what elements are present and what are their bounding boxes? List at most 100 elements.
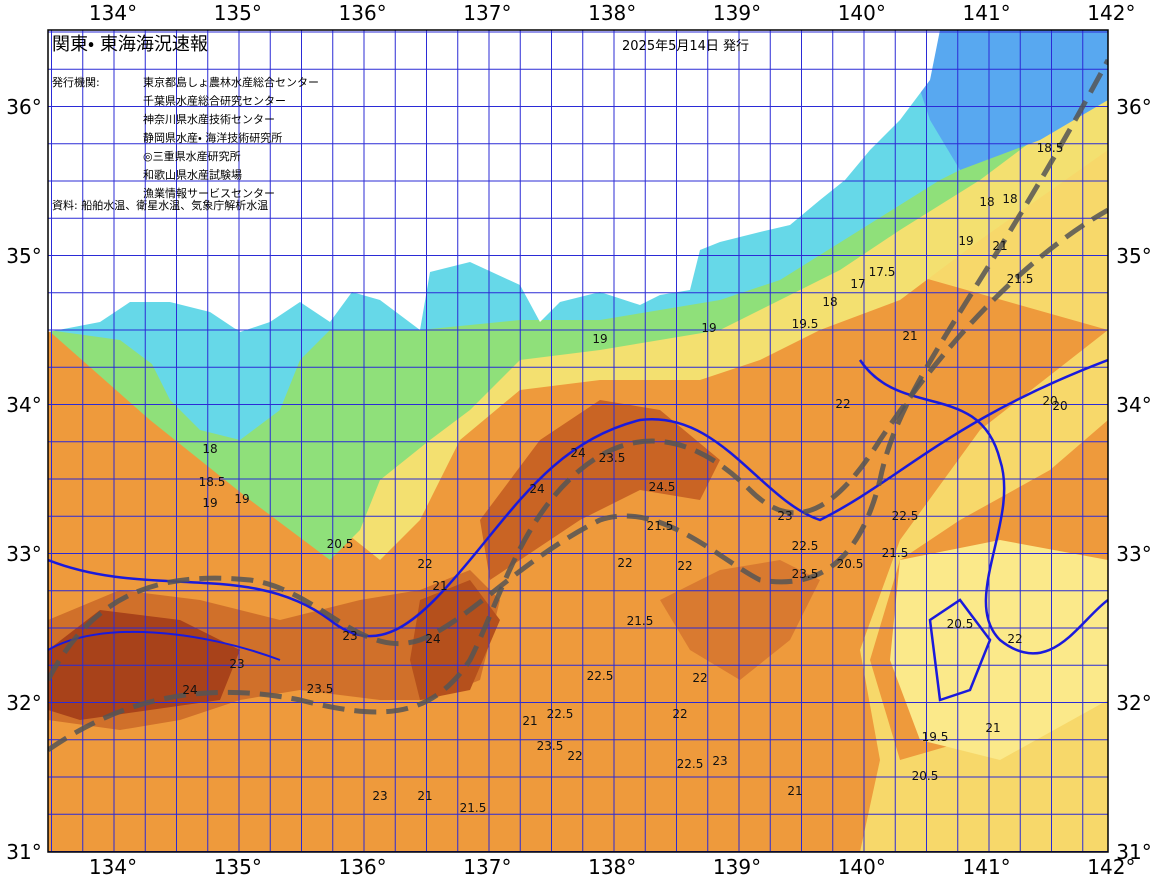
issuer: 千葉県水産総合研究センター — [143, 94, 286, 108]
contour-label: 22 — [692, 671, 707, 685]
contour-label: 23 — [777, 509, 792, 523]
longitude-label: 139° — [713, 1, 761, 25]
contour-label: 21 — [985, 721, 1000, 735]
latitude-label: 33° — [6, 542, 41, 566]
axis-labels: 134° 135° 136° 137° 138° 139° 140° 141° 142° 134°… — [6, 1, 1151, 879]
contour-label: 21 — [787, 784, 802, 798]
contour-line — [48, 630, 281, 661]
contour-label: 18.5 — [1037, 141, 1064, 155]
latitude-label: 34° — [1116, 393, 1151, 417]
issuer: 静岡県水産・ 海洋技術研究所 — [143, 131, 282, 145]
longitude-label: 142° — [1087, 1, 1135, 25]
contour-label: 20.5 — [327, 537, 354, 551]
contour-label: 22 — [672, 707, 687, 721]
contour-label: 19 — [202, 496, 217, 510]
longitude-label: 142° — [1087, 855, 1135, 879]
contour-label: 20 — [1042, 394, 1057, 408]
contour-label: 21.5 — [647, 519, 674, 533]
longitude-label: 141° — [963, 855, 1011, 879]
contour-label: 23 — [342, 629, 357, 643]
issuer: 和歌山県水産試験場 — [143, 168, 242, 182]
contour-label: 21.5 — [460, 801, 487, 815]
contour-label: 19.5 — [922, 730, 949, 744]
cool-zone — [890, 540, 1108, 760]
contour-label: 23.5 — [792, 567, 819, 581]
contour-label: 21 — [417, 789, 432, 803]
contour-label: 23.5 — [599, 451, 626, 465]
grid — [48, 30, 1108, 852]
issuer: 神奈川県水産技術センター — [143, 112, 275, 126]
latitude-label: 32° — [1116, 691, 1151, 715]
contour-label: 22 — [567, 749, 582, 763]
map-body: 1919181717.51819.51918.518192121.5202122… — [48, 30, 1108, 852]
contour-line — [858, 359, 1108, 655]
contour-label: 18 — [202, 442, 217, 456]
issue-date: 2025年5月14日 発行 — [622, 39, 749, 54]
contour-label: 21.5 — [882, 546, 909, 560]
map-frame — [47, 29, 1109, 853]
contour-label: 23.5 — [307, 682, 334, 696]
longitude-label: 140° — [838, 1, 886, 25]
contour-label: 20.5 — [947, 617, 974, 631]
contour-label: 21 — [902, 329, 917, 343]
longitude-label: 136° — [339, 1, 387, 25]
contour-label: 21 — [992, 239, 1007, 253]
contour-label: 17.5 — [869, 265, 896, 279]
contour-label: 22 — [1007, 632, 1022, 646]
longitude-label: 136° — [339, 855, 387, 879]
contour-labels: 1919181717.51819.51918.518192121.5202122… — [182, 141, 1067, 815]
latitude-label: 31° — [1116, 840, 1151, 864]
contour-label: 21 — [432, 579, 447, 593]
longitude-label: 138° — [588, 855, 636, 879]
header: 関東・ 東海海況速報 2025年5月14日 発行 発行機関: 資料: 船舶水温、… — [52, 34, 749, 212]
contour-label: 19 — [958, 234, 973, 248]
contour-line — [928, 598, 992, 702]
latitude-label: 31° — [6, 840, 41, 864]
longitude-label: 134° — [89, 1, 137, 25]
contour-label: 22.5 — [547, 707, 574, 721]
contour-label: 21.5 — [1007, 272, 1034, 286]
issuer: 漁業情報サービスセンター — [143, 186, 275, 200]
longitude-label: 137° — [463, 855, 511, 879]
contour-label: 20.5 — [912, 769, 939, 783]
longitude-label: 134° — [89, 855, 137, 879]
contour-label: 20 — [1052, 399, 1067, 413]
bay — [140, 320, 240, 430]
contour-label: 22.5 — [892, 509, 919, 523]
longitude-label: 139° — [713, 855, 761, 879]
latitude-label: 34° — [6, 393, 41, 417]
source: 資料: 船舶水温、衛星水温、気象庁解析水温 — [52, 198, 268, 212]
issuer: 東京都島しょ農林水産総合センター — [143, 75, 319, 89]
contour-label: 22.5 — [587, 669, 614, 683]
issuer: ◎三重県水産研究所 — [143, 149, 241, 163]
longitude-label: 135° — [214, 1, 262, 25]
contour-label: 23 — [229, 657, 244, 671]
longitude-label: 135° — [214, 855, 262, 879]
contour-label: 19 — [701, 321, 716, 335]
contour-label: 19 — [234, 492, 249, 506]
contour-label: 24 — [570, 446, 585, 460]
contour-label: 18 — [1002, 192, 1017, 206]
contour-label: 24.5 — [649, 480, 676, 494]
contour-label: 24 — [529, 482, 544, 496]
latitude-label: 35° — [1116, 244, 1151, 268]
contour-label: 17 — [850, 277, 865, 291]
contour-label: 19 — [592, 332, 607, 346]
latitude-label: 36° — [6, 95, 41, 119]
latitude-label: 33° — [1116, 542, 1151, 566]
contour-label: 24 — [182, 683, 197, 697]
contour-label: 18.5 — [199, 475, 226, 489]
issuer-label: 発行機関: — [52, 75, 100, 89]
longitude-label: 138° — [588, 1, 636, 25]
contour-label: 23 — [712, 754, 727, 768]
warm-core — [660, 560, 820, 680]
current-axis — [48, 207, 1108, 753]
latitude-label: 35° — [6, 244, 41, 268]
cold-zone — [900, 30, 1108, 170]
contour-label: 22.5 — [792, 539, 819, 553]
contour-label: 21.5 — [627, 614, 654, 628]
current-axis — [48, 58, 1108, 682]
contour-label: 19.5 — [792, 317, 819, 331]
warm-core — [480, 400, 720, 580]
